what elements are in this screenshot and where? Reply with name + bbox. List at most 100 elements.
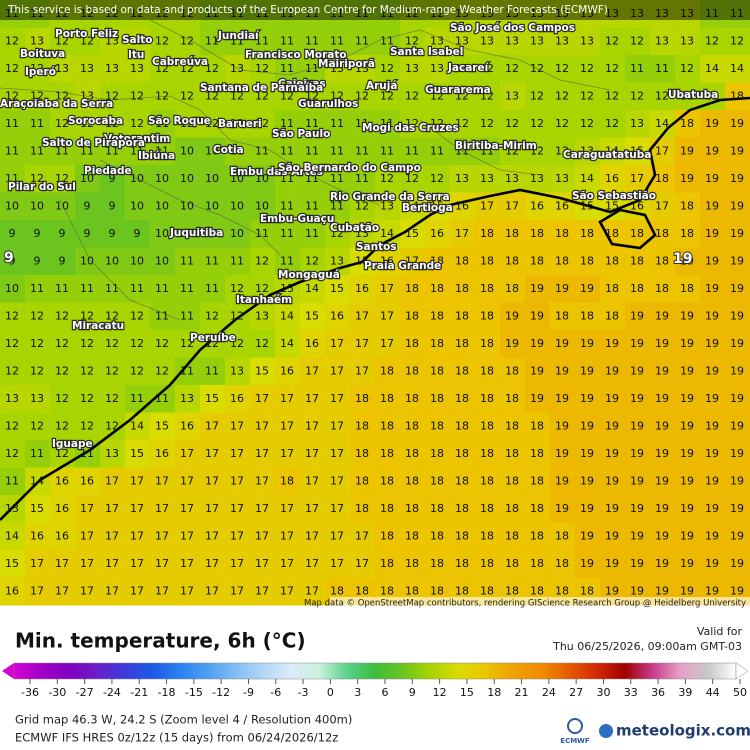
- temperature-value: 12: [380, 172, 394, 185]
- temperature-value: 19: [705, 447, 719, 460]
- temperature-value: 13: [380, 200, 394, 213]
- temperature-cell: [25, 137, 51, 166]
- temperature-value: 19: [705, 282, 719, 295]
- temperature-cell: [475, 165, 501, 193]
- temperature-cell: [350, 55, 376, 83]
- temperature-cell: [50, 247, 76, 276]
- temperature-value: 17: [180, 502, 194, 515]
- temperature-value: 12: [255, 337, 269, 350]
- brand-icon: [599, 724, 613, 738]
- temperature-cell: [700, 27, 726, 56]
- temperature-value: 17: [330, 475, 344, 488]
- temperature-value: 19: [605, 420, 619, 433]
- temperature-cell: [500, 385, 526, 413]
- temperature-cell: [475, 357, 501, 386]
- temperature-value: 12: [355, 90, 369, 103]
- temperature-cell: [375, 82, 401, 111]
- colorbar-tick-label: 3: [354, 686, 361, 699]
- temperature-value: 16: [80, 475, 94, 488]
- temperature-cell: [350, 440, 376, 468]
- temperature-cell: [525, 330, 551, 358]
- temperature-value: 18: [405, 475, 419, 488]
- temperature-cell: [0, 137, 26, 166]
- temperature-value: 10: [80, 172, 94, 185]
- temperature-cell: [50, 357, 76, 386]
- temperature-value: 13: [5, 392, 19, 405]
- temperature-cell: [625, 495, 651, 523]
- temperature-cell: [150, 357, 176, 386]
- temperature-value: 14: [130, 420, 144, 433]
- temperature-cell: [450, 412, 476, 441]
- temperature-value: 17: [330, 365, 344, 378]
- city-label: Miracatu: [72, 320, 124, 332]
- temperature-cell: [250, 82, 276, 111]
- temperature-cell: [425, 550, 451, 578]
- temperature-value: 12: [30, 365, 44, 378]
- temperature-cell: [200, 165, 226, 193]
- temperature-value: 19: [730, 117, 744, 130]
- temperature-cell: [425, 247, 451, 276]
- temperature-value: 18: [505, 365, 519, 378]
- temperature-cell: [200, 412, 226, 441]
- temperature-value: 12: [605, 35, 619, 48]
- temperature-value: 18: [480, 585, 494, 598]
- temperature-cell: [425, 137, 451, 166]
- temperature-value: 19: [555, 337, 569, 350]
- temperature-cell: [50, 495, 76, 523]
- temperature-cell: [425, 82, 451, 111]
- temperature-cell: [725, 550, 750, 578]
- temperature-value: 12: [355, 200, 369, 213]
- temperature-value: 15: [130, 447, 144, 460]
- temperature-value: 17: [80, 530, 94, 543]
- temperature-value: 9: [34, 255, 41, 268]
- temperature-value: 13: [105, 62, 119, 75]
- temperature-value: 19: [580, 365, 594, 378]
- temperature-value: 13: [180, 392, 194, 405]
- temperature-value: 19: [555, 447, 569, 460]
- temperature-cell: [575, 467, 601, 496]
- temperature-value: 19: [580, 420, 594, 433]
- temperature-value: 11: [280, 35, 294, 48]
- temperature-value: 12: [255, 255, 269, 268]
- temperature-cell: [200, 440, 226, 468]
- temperature-cell: [350, 302, 376, 331]
- temperature-value: 12: [480, 117, 494, 130]
- temperature-value: 18: [530, 557, 544, 570]
- temperature-cell: [225, 357, 251, 386]
- temperature-cell: [700, 357, 726, 386]
- temperature-value: 18: [405, 530, 419, 543]
- temperature-cell: [75, 110, 101, 138]
- temperature-value: 9: [59, 255, 66, 268]
- temperature-cell: [325, 165, 351, 193]
- temperature-cell: [575, 550, 601, 578]
- temperature-cell: [250, 412, 276, 441]
- temperature-value: 19: [730, 365, 744, 378]
- temperature-cell: [625, 27, 651, 56]
- temperature-cell: [625, 522, 651, 551]
- temperature-value: 19: [730, 337, 744, 350]
- temperature-value: 17: [230, 447, 244, 460]
- temperature-cell: [550, 165, 576, 193]
- city-label: São Roque: [148, 115, 211, 127]
- temperature-value: 12: [105, 365, 119, 378]
- temperature-cell: [650, 550, 676, 578]
- temperature-cell: [600, 440, 626, 468]
- temperature-value: 12: [80, 35, 94, 48]
- temperature-cell: [625, 137, 651, 166]
- temperature-value: 17: [330, 337, 344, 350]
- temperature-value: 10: [5, 282, 19, 295]
- temperature-cell: [250, 192, 276, 221]
- temperature-cell: [400, 82, 426, 111]
- temperature-cell: [725, 412, 750, 441]
- product-title: Min. temperature, 6h (°C): [15, 629, 306, 653]
- temperature-value: 19: [680, 145, 694, 158]
- temperature-value: 11: [5, 117, 19, 130]
- temperature-value: 12: [105, 392, 119, 405]
- temperature-cell: [225, 330, 251, 358]
- temperature-cell: [400, 495, 426, 523]
- temperature-cell: [125, 110, 151, 138]
- temperature-value: 17: [130, 475, 144, 488]
- temperature-cell: [100, 55, 126, 83]
- temperature-cell: [625, 385, 651, 413]
- temperature-value: 12: [205, 310, 219, 323]
